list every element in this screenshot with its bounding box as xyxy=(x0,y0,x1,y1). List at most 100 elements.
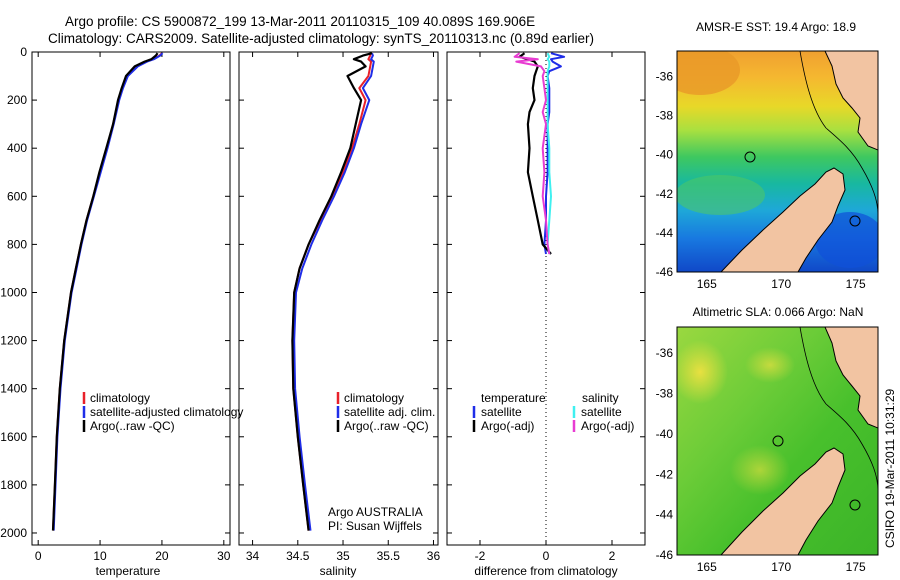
sst-north-island xyxy=(824,51,878,151)
sst-reference-marker xyxy=(849,215,861,227)
depth-tick-label: 1600 xyxy=(0,430,27,444)
sla-map-ytick-label: -38 xyxy=(656,387,674,401)
depth-tick-label: 600 xyxy=(7,189,27,203)
salinity-series xyxy=(291,52,375,531)
depth-tick-label: 1400 xyxy=(0,382,27,396)
sst-argo-marker xyxy=(744,151,756,163)
salinity-xlabel: salinity xyxy=(320,564,357,578)
salinity-legend: climatology satellite adj. clim. Argo(..… xyxy=(336,391,435,433)
sst-map xyxy=(677,51,878,272)
axes-layer: 0 10 20 30020040060080010001200140016001800… xyxy=(0,45,866,574)
legend-label-satellite: satellite adj. clim. xyxy=(344,405,435,419)
sla-map-ytick-label: -42 xyxy=(656,467,674,481)
sst-map-xtick-label: 165 xyxy=(697,277,717,291)
difference-xlabel: difference from climatology xyxy=(474,564,617,578)
sla-argo-marker xyxy=(772,435,784,447)
difference-series xyxy=(513,52,566,255)
legend-label-climatology: climatology xyxy=(90,391,150,405)
depth-tick-label: 400 xyxy=(7,141,27,155)
legend-label-argo: Argo(..raw -QC) xyxy=(90,419,175,433)
sst-map-xtick-label: 170 xyxy=(771,277,791,291)
sla-south-island xyxy=(720,447,846,555)
legend-label-temperature-satellite: satellite xyxy=(481,405,522,419)
salinity-xtick-label: 35.5 xyxy=(377,549,401,563)
depth-tick-label: 200 xyxy=(7,93,27,107)
sla-map-xtick-label: 175 xyxy=(846,560,866,574)
legend-title-temperature: temperature xyxy=(481,391,546,405)
sla-map-title: Altimetric SLA: 0.066 Argo: NaN xyxy=(693,305,864,319)
sla-high-patch-3 xyxy=(730,445,790,495)
sla-map-xtick-label: 170 xyxy=(771,560,791,574)
depth-tick-label: 1800 xyxy=(0,478,27,492)
legend-label-argo: Argo(..raw -QC) xyxy=(344,419,429,433)
credit-timestamp: CSIRO 19-Mar-2011 10:31:29 xyxy=(883,388,897,548)
salinity-xtick-label: 36 xyxy=(427,549,441,563)
difference-xtick-label: 2 xyxy=(609,549,616,563)
credit-pi: PI: Susan Wijffels xyxy=(328,519,422,533)
temperature-xlabel: temperature xyxy=(96,564,161,578)
depth-tick-label: 800 xyxy=(7,237,27,251)
sla-map xyxy=(677,327,878,555)
difference-legend: temperature salinity satellite Argo(-adj… xyxy=(472,391,634,433)
sst-map-ytick-label: -36 xyxy=(656,69,674,83)
sst-warm-patch xyxy=(677,51,740,95)
sla-north-island xyxy=(824,327,878,429)
sst-map-ytick-label: -40 xyxy=(656,148,674,162)
legend-label-salinity-satellite: satellite xyxy=(581,405,622,419)
depth-tick-label: 2000 xyxy=(0,526,27,540)
temperature-xtick-label: 20 xyxy=(155,549,169,563)
temperature-series-argo-raw-qc- xyxy=(51,52,159,531)
sla-contour xyxy=(799,327,878,492)
sst-map-title: AMSR-E SST: 19.4 Argo: 18.9 xyxy=(696,20,856,34)
sst-map-ytick-label: -46 xyxy=(656,265,674,279)
salinity-xtick-label: 35 xyxy=(336,549,350,563)
legend-title-salinity: salinity xyxy=(582,391,619,405)
salinity-xtick-label: 34 xyxy=(246,549,260,563)
temperature-series xyxy=(51,52,164,531)
sla-map-ytick-label: -36 xyxy=(656,346,674,360)
sst-map-frame xyxy=(676,50,879,273)
temperature-plot-frame xyxy=(31,51,231,546)
sla-reference-marker xyxy=(849,499,861,511)
sst-map-xtick-label: 175 xyxy=(846,277,866,291)
salinity-xtick-label: 34.5 xyxy=(286,549,310,563)
salinity-series-satellite-adj-clim- xyxy=(293,52,375,531)
difference-series-temperature-satellite xyxy=(543,52,566,255)
temperature-xtick-label: 30 xyxy=(217,549,231,563)
salinity-series-argo-raw-qc- xyxy=(291,52,373,531)
depth-tick-label: 1200 xyxy=(0,334,27,348)
sst-south-island xyxy=(720,167,846,272)
credit-program: Argo AUSTRALIA xyxy=(328,505,423,519)
legend-label-climatology: climatology xyxy=(344,391,404,405)
legend-label-satellite: satellite-adjusted climatology xyxy=(90,405,243,419)
sst-map-ytick-label: -42 xyxy=(656,187,674,201)
sst-green-patch xyxy=(677,175,765,215)
temperature-xtick-label: 0 xyxy=(35,549,42,563)
legend-label-salinity-argo: Argo(-adj) xyxy=(581,419,634,433)
temperature-legend: climatology satellite-adjusted climatolo… xyxy=(82,391,243,433)
temperature-xtick-label: 10 xyxy=(93,549,107,563)
sst-cold-patch xyxy=(815,212,878,268)
salinity-plot-frame xyxy=(238,51,439,546)
difference-series-salinity-satellite xyxy=(546,52,552,255)
difference-series-salinity-argo-adj- xyxy=(513,52,551,255)
depth-tick-label: 0 xyxy=(20,45,27,59)
legend-label-temperature-argo: Argo(-adj) xyxy=(481,419,534,433)
sla-high-patch-2 xyxy=(745,347,795,383)
figure-title-line2: Climatology: CARS2009. Satellite-adjuste… xyxy=(48,31,594,46)
sla-high-patch xyxy=(677,340,728,404)
salinity-series-climatology xyxy=(291,53,373,531)
sla-map-frame xyxy=(676,326,879,556)
sla-map-ytick-label: -44 xyxy=(656,508,674,522)
difference-xtick-label: 0 xyxy=(543,549,550,563)
sst-contour xyxy=(799,51,878,216)
sla-map-xtick-label: 165 xyxy=(697,560,717,574)
temperature-series-climatology xyxy=(52,52,163,531)
figure-title-line1: Argo profile: CS 5900872_199 13-Mar-2011… xyxy=(65,14,535,29)
difference-xtick-label: -2 xyxy=(475,549,486,563)
sla-map-ytick-label: -46 xyxy=(656,548,674,562)
depth-tick-label: 1000 xyxy=(0,285,27,299)
sst-map-ytick-label: -44 xyxy=(656,226,674,240)
sla-map-ytick-label: -40 xyxy=(656,427,674,441)
